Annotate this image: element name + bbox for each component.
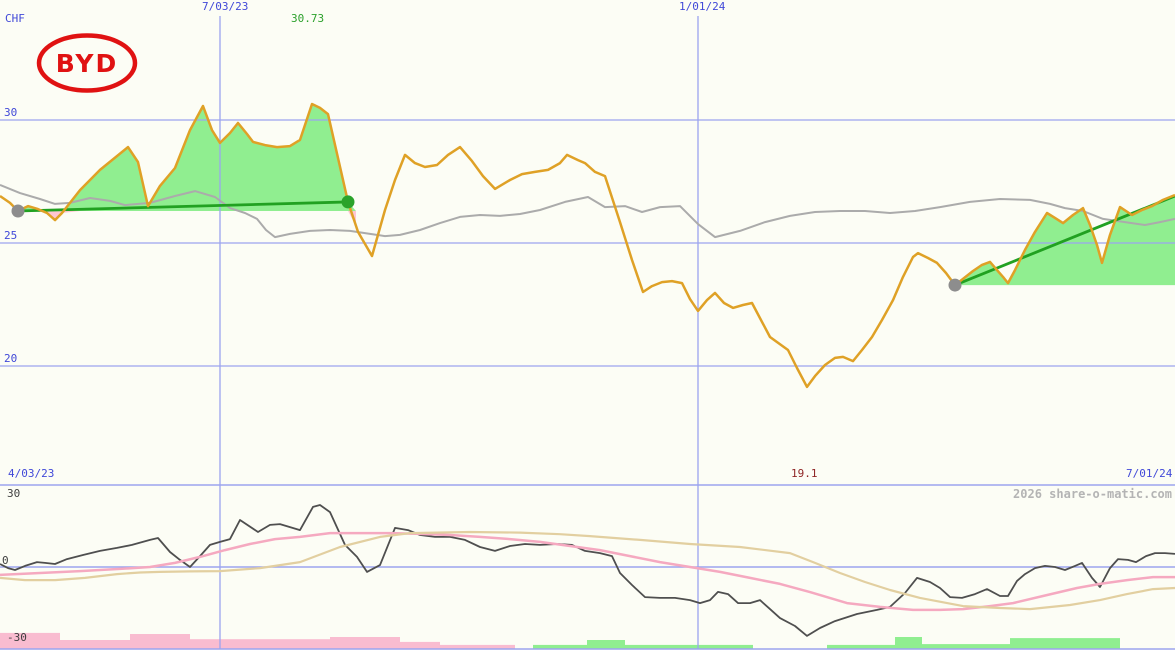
negative-bar [440,644,515,649]
min-price-annotation: 19.1 [791,467,818,480]
range-end-date: 7/01/24 [1126,467,1173,480]
watermark: 2026 share-o-matic.com [1013,487,1172,501]
byd-logo: BYD [34,33,142,99]
osc-tick-minus30: -30 [7,631,27,644]
price-tick-25: 25 [4,229,18,242]
oscillator-line [0,504,1175,637]
gain-area-1 [18,104,356,211]
trend-marker-1 [11,204,25,218]
signal-line [0,531,1175,612]
negative-bar [130,634,190,649]
trend-marker-3 [948,278,962,292]
positive-bar [895,637,922,649]
positive-bar [533,644,587,649]
average-line [0,530,1175,611]
positive-bar [625,644,753,649]
osc-tick-30: 30 [7,487,21,500]
max-price-annotation: 30.73 [291,12,325,25]
price-tick-20: 20 [4,352,18,365]
trend-line-1 [17,200,349,213]
osc-tick-0: 0 [2,554,9,567]
positive-bar [827,644,895,649]
byd-logo-canvas: BYD [36,33,138,93]
byd-logo-ellipse [36,33,138,93]
benchmark-line [0,183,1175,239]
price-tick-30: 30 [4,106,18,119]
negative-bar [330,637,400,649]
negative-bar [0,632,60,649]
gridline-date-1: 7/03/23 [202,0,249,13]
currency-label: CHF [5,12,25,25]
negative-bar [60,640,130,649]
negative-bar [190,639,330,649]
loss-area-1 [18,211,356,226]
trend-marker-2 [341,195,355,209]
byd-logo-text: BYD [56,49,119,78]
range-start-date: 4/03/23 [8,467,55,480]
negative-bar [400,641,440,649]
positive-bar [587,640,625,649]
gridline-date-2: 1/01/24 [679,0,726,13]
positive-bar [1010,638,1120,649]
positive-bar [922,644,1010,649]
price-line [0,102,1175,389]
